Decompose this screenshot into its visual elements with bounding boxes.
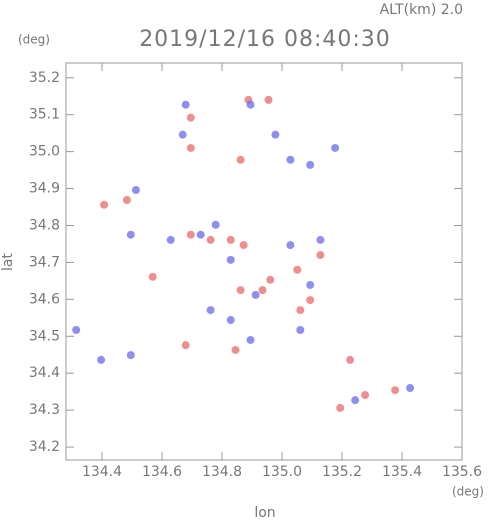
- echo-point: [206, 306, 215, 315]
- echo-point: [186, 230, 195, 239]
- y-tick-label: 34.7: [29, 254, 60, 270]
- echo-point: [246, 100, 255, 109]
- echo-point: [406, 383, 415, 392]
- echo-point: [239, 241, 248, 250]
- echo-point: [296, 306, 305, 315]
- echo-point: [346, 355, 355, 364]
- echo-point: [251, 290, 260, 299]
- y-unit: (deg): [18, 33, 50, 47]
- echo-point: [286, 241, 295, 250]
- x-tick-label: 135.2: [322, 464, 362, 480]
- echo-point: [231, 345, 240, 354]
- echo-point: [148, 272, 157, 281]
- echo-point: [316, 251, 325, 260]
- y-tick-label: 34.5: [29, 328, 60, 344]
- echo-point: [196, 230, 205, 239]
- echo-point: [351, 396, 360, 405]
- plot-frame: [65, 62, 463, 461]
- echo-point: [186, 143, 195, 152]
- echo-point: [293, 265, 302, 274]
- x-tick-label: 134.4: [82, 464, 122, 480]
- echo-point: [286, 155, 295, 164]
- y-tick-label: 34.3: [29, 402, 60, 418]
- echo-point: [306, 160, 315, 169]
- x-unit: (deg): [452, 485, 484, 499]
- x-tick-label: 135.0: [262, 464, 302, 480]
- y-tick-label: 34.9: [29, 181, 60, 197]
- echo-point: [236, 155, 245, 164]
- x-axis-label: lon: [254, 505, 275, 521]
- echo-point: [126, 351, 135, 360]
- echo-point: [206, 235, 215, 244]
- echo-point: [126, 230, 135, 239]
- x-tick-label: 135.4: [382, 464, 422, 480]
- echo-point: [97, 355, 106, 364]
- echo-point: [226, 255, 235, 264]
- echo-point: [331, 143, 340, 152]
- echo-point: [391, 386, 400, 395]
- echo-point: [186, 113, 195, 122]
- echo-point: [266, 275, 275, 284]
- y-tick-label: 34.8: [29, 217, 60, 233]
- echo-point: [122, 196, 131, 205]
- echo-point: [100, 200, 109, 209]
- echo-point: [361, 391, 370, 400]
- y-tick-label: 34.4: [29, 365, 60, 381]
- echo-point: [336, 403, 345, 412]
- echo-point: [306, 280, 315, 289]
- echo-point: [211, 220, 220, 229]
- x-tick-label: 134.8: [202, 464, 242, 480]
- echo-point: [316, 235, 325, 244]
- y-tick-label: 34.2: [29, 439, 60, 455]
- echo-point: [296, 326, 305, 335]
- echo-point: [246, 335, 255, 344]
- echo-point: [264, 95, 273, 104]
- echo-point: [271, 130, 280, 139]
- x-tick-label: 135.6: [442, 464, 482, 480]
- y-axis-label: lat: [0, 253, 16, 271]
- echo-point: [226, 235, 235, 244]
- echo-point: [258, 286, 267, 295]
- echo-point: [131, 186, 140, 195]
- y-tick-label: 35.1: [29, 107, 60, 123]
- echo-point: [236, 286, 245, 295]
- chart-title: 2019/12/16 08:40:30: [139, 27, 391, 52]
- y-tick-label: 35.2: [29, 70, 60, 86]
- echo-point: [166, 235, 175, 244]
- y-tick-label: 34.6: [29, 291, 60, 307]
- x-tick-label: 134.6: [142, 464, 182, 480]
- echo-point: [306, 296, 315, 305]
- echo-point: [226, 316, 235, 325]
- echo-point: [181, 341, 190, 350]
- echo-point: [178, 130, 187, 139]
- echo-point: [181, 100, 190, 109]
- y-tick-label: 35.0: [29, 144, 60, 160]
- echo-point: [72, 326, 81, 335]
- altitude-label: ALT(km) 2.0: [380, 2, 463, 18]
